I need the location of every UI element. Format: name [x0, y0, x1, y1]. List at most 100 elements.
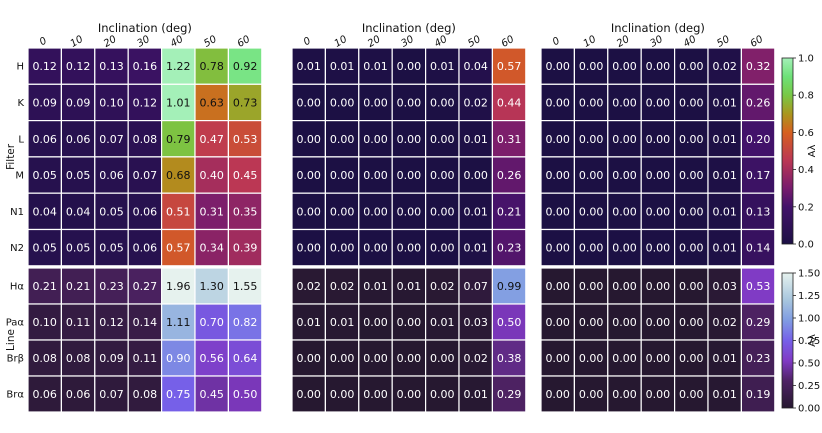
heatmap-cell [227, 303, 263, 341]
cell-value-label: 0.82 [233, 316, 258, 329]
heatmap-cell [291, 339, 327, 377]
cell-value-label: 0.32 [746, 60, 771, 73]
colorbar-tick-label: 0.00 [798, 404, 820, 415]
cell-value-label: 0.00 [363, 133, 388, 146]
heatmap-cell [673, 267, 709, 305]
cell-value-label: 0.57 [497, 60, 522, 73]
x-tick-label: 30 [399, 34, 416, 50]
heatmap-cell [491, 83, 527, 122]
colorbar-tick-label: 1.00 [798, 314, 820, 325]
heatmap-cell [391, 192, 427, 231]
heatmap-cell [740, 375, 776, 413]
cell-value-label: 0.00 [679, 242, 704, 255]
cell-value-label: 0.01 [296, 316, 321, 329]
cell-value-label: 0.01 [712, 205, 737, 218]
heatmap-cell [640, 228, 676, 267]
cell-value-label: 0.02 [296, 280, 321, 293]
x-tick-label: 60 [236, 34, 253, 50]
x-tick-label: 10 [333, 34, 350, 50]
heatmap-cell [391, 47, 427, 85]
colorbar-label: Aλ [807, 145, 818, 158]
heatmap-cell [324, 267, 360, 305]
cell-value-label: 0.01 [712, 352, 737, 365]
cell-value-label: 0.00 [612, 133, 637, 146]
heatmap-cell [740, 339, 776, 377]
cell-value-label: 0.00 [612, 316, 637, 329]
cell-value-label: 0.09 [66, 96, 91, 109]
cell-value-label: 0.00 [430, 96, 455, 109]
cell-value-label: 0.53 [233, 133, 258, 146]
cell-value-label: 0.05 [99, 242, 124, 255]
heatmap-cell [60, 375, 96, 413]
heatmap-cell [740, 303, 776, 341]
cell-value-label: 0.00 [646, 169, 671, 182]
heatmap-cell [27, 83, 63, 122]
heatmap-cell [673, 303, 709, 341]
heatmap-cell [27, 156, 63, 194]
cell-value-label: 0.01 [330, 316, 355, 329]
heatmap-cell [740, 156, 776, 194]
heatmap-cell [740, 47, 776, 85]
cell-value-label: 0.00 [612, 280, 637, 293]
heatmap-cell [607, 156, 642, 194]
cell-value-label: 0.00 [330, 352, 355, 365]
cell-value-label: 0.40 [199, 169, 224, 182]
heatmap-cell [391, 156, 427, 194]
cell-value-label: 0.00 [579, 205, 604, 218]
heatmap-cell [607, 228, 642, 267]
x-tick-label: 20 [102, 34, 119, 50]
colorbar-tick-label: 0.8 [798, 91, 814, 102]
cell-value-label: 0.00 [397, 133, 422, 146]
cell-value-label: 0.00 [296, 388, 321, 401]
cell-value-label: 0.21 [32, 280, 57, 293]
cell-value-label: 0.08 [32, 352, 57, 365]
heatmap-cell [227, 339, 263, 377]
cell-value-label: 1.55 [233, 280, 258, 293]
cell-value-label: 0.00 [545, 205, 570, 218]
cell-value-label: 0.00 [646, 388, 671, 401]
cell-value-label: 0.00 [579, 280, 604, 293]
cell-value-label: 0.00 [545, 280, 570, 293]
x-tick-label: 20 [366, 34, 383, 50]
cell-value-label: 0.01 [330, 60, 355, 73]
cell-value-label: 0.09 [32, 96, 57, 109]
cell-value-label: 0.00 [679, 133, 704, 146]
heatmap-cell [161, 83, 196, 122]
heatmap-cell [607, 303, 642, 341]
cell-value-label: 0.00 [330, 205, 355, 218]
cell-value-label: 0.01 [463, 242, 488, 255]
heatmap-cell [425, 156, 460, 194]
cell-value-label: 0.00 [612, 242, 637, 255]
cell-value-label: 0.78 [199, 60, 224, 73]
cell-value-label: 0.01 [397, 280, 422, 293]
cell-value-label: 0.04 [463, 60, 488, 73]
colorbar-tick-label: 0.2 [798, 202, 814, 213]
x-tick-label: 0 [551, 35, 562, 48]
heatmap-cell [673, 47, 709, 85]
heatmap-cell [673, 83, 709, 122]
x-tick-label: 50 [202, 34, 219, 50]
cell-value-label: 0.45 [233, 169, 258, 182]
y-tick-label: K [17, 98, 24, 109]
cell-value-label: 0.00 [545, 242, 570, 255]
heatmap-cell [458, 83, 494, 122]
colorbar-tick-label: 0.6 [798, 128, 814, 139]
cell-value-label: 0.12 [66, 60, 91, 73]
cell-value-label: 0.10 [32, 316, 57, 329]
x-tick-label: 50 [466, 34, 483, 50]
cell-value-label: 0.26 [497, 169, 522, 182]
heatmap-cell [673, 375, 709, 413]
heatmap-cell [161, 339, 196, 377]
cell-value-label: 0.01 [712, 242, 737, 255]
x-tick-label: 50 [715, 34, 732, 50]
y-tick-label: Brα [6, 390, 24, 401]
cell-value-label: 0.00 [612, 96, 637, 109]
x-tick-label: 40 [433, 34, 450, 50]
cell-value-label: 0.31 [199, 205, 224, 218]
heatmap-cell [425, 83, 460, 122]
heatmap-cell [740, 228, 776, 267]
cell-value-label: 0.53 [746, 280, 771, 293]
heatmap-cell [358, 192, 393, 231]
heatmap-cell [194, 119, 230, 158]
cell-value-label: 0.04 [66, 205, 91, 218]
